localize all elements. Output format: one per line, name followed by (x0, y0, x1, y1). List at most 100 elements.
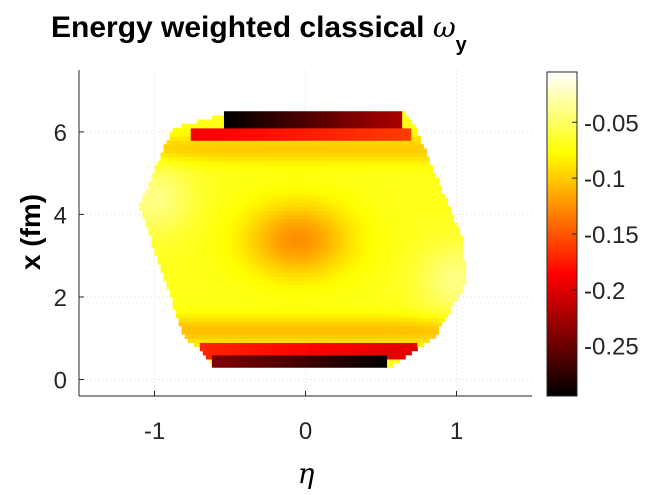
heatmap-cell (338, 325, 343, 331)
heatmap-cell (411, 226, 415, 232)
heatmap-cell (374, 358, 379, 364)
heatmap-cell (332, 152, 337, 158)
heatmap-cell (193, 164, 198, 170)
heatmap-cell (453, 255, 458, 261)
heatmap-cell (193, 268, 198, 273)
heatmap-cell (187, 148, 192, 154)
heatmap-cell (281, 325, 285, 331)
heatmap-cell (347, 362, 352, 368)
heatmap-cell (353, 329, 358, 335)
heatmap-cell (396, 197, 400, 203)
heatmap-cell (211, 309, 216, 315)
heatmap-cell (314, 268, 319, 273)
heatmap-cell (338, 173, 343, 178)
heatmap-cell (223, 160, 228, 166)
heatmap-cell (302, 292, 307, 298)
heatmap-cell (251, 362, 255, 368)
heatmap-cell (287, 284, 291, 290)
heatmap-cell (317, 280, 322, 286)
heatmap-cell (347, 350, 352, 356)
heatmap-cell (432, 243, 436, 249)
heatmap-cell (414, 197, 418, 203)
heatmap-cell (323, 334, 328, 339)
heatmap-cell (356, 292, 361, 298)
heatmap-cell (429, 243, 433, 249)
heatmap-cell (426, 276, 430, 282)
heatmap-cell (263, 156, 267, 162)
heatmap-cell (254, 185, 258, 191)
heatmap-cell (211, 296, 216, 302)
heatmap-cell (311, 263, 316, 269)
heatmap-cell (426, 301, 430, 306)
heatmap-cell (408, 222, 412, 228)
heatmap-cell (320, 148, 325, 154)
heatmap-cell (387, 169, 391, 174)
heatmap-cell (411, 284, 415, 290)
heatmap-cell (160, 247, 165, 253)
heatmap-cell (365, 243, 370, 249)
heatmap-cell (172, 230, 177, 236)
heatmap-cell (329, 317, 334, 323)
heatmap-cell (245, 202, 249, 207)
heatmap-cell (239, 247, 243, 253)
heatmap-cell (214, 169, 219, 174)
heatmap-cell (399, 259, 403, 265)
heatmap-cell (450, 218, 455, 224)
heatmap-cell (275, 152, 279, 158)
heatmap-cell (181, 169, 186, 174)
heatmap-cell (396, 358, 400, 364)
heatmap-cell (260, 226, 264, 232)
heatmap-cell (187, 222, 192, 228)
heatmap-cell (338, 321, 343, 327)
heatmap-cell (402, 185, 406, 191)
heatmap-cell (266, 284, 270, 290)
heatmap-cell (266, 362, 270, 368)
heatmap-cell (223, 156, 228, 162)
heatmap-cell (281, 189, 285, 195)
heatmap-cell (233, 189, 237, 195)
heatmap-cell (387, 292, 391, 298)
heatmap-cell (275, 247, 279, 253)
heatmap-cell (220, 197, 225, 203)
heatmap-cell (214, 210, 219, 216)
heatmap-cell (350, 358, 355, 364)
heatmap-cell (242, 276, 246, 282)
heatmap-cell (284, 243, 288, 249)
heatmap-cell (390, 148, 394, 154)
heatmap-cell (329, 362, 334, 368)
heatmap-cell (223, 144, 228, 150)
heatmap-cell (347, 346, 352, 352)
heatmap-cell (233, 222, 237, 228)
heatmap-cell (293, 189, 298, 195)
heatmap-cell (199, 305, 204, 310)
heatmap-cell (272, 148, 276, 154)
heatmap-cell (408, 185, 412, 191)
heatmap-cell (199, 317, 204, 323)
heatmap-cell (236, 164, 240, 170)
heatmap-cell (275, 148, 279, 154)
heatmap-cell (193, 255, 198, 261)
heatmap-cell (178, 222, 183, 228)
heatmap-cell (226, 284, 231, 290)
heatmap-cell (353, 346, 358, 352)
heatmap-cell (417, 173, 421, 178)
heatmap-cell (236, 226, 240, 232)
heatmap-cell (377, 156, 382, 162)
heatmap-cell (233, 239, 237, 244)
heatmap-cell (320, 239, 325, 244)
heatmap-cell (359, 309, 364, 315)
heatmap-cell (359, 193, 364, 199)
heatmap-cell (226, 342, 231, 348)
heatmap-cell (205, 268, 210, 273)
heatmap-cell (323, 214, 328, 220)
heatmap-cell (356, 288, 361, 294)
heatmap-cell (145, 189, 150, 195)
heatmap-cell (236, 255, 240, 261)
heatmap-cell (323, 226, 328, 232)
heatmap-cell (399, 185, 403, 191)
heatmap-cell (311, 181, 316, 187)
heatmap-cell (178, 218, 183, 224)
heatmap-cell (420, 181, 424, 187)
heatmap-cell (196, 235, 201, 240)
heatmap-cell (314, 243, 319, 249)
